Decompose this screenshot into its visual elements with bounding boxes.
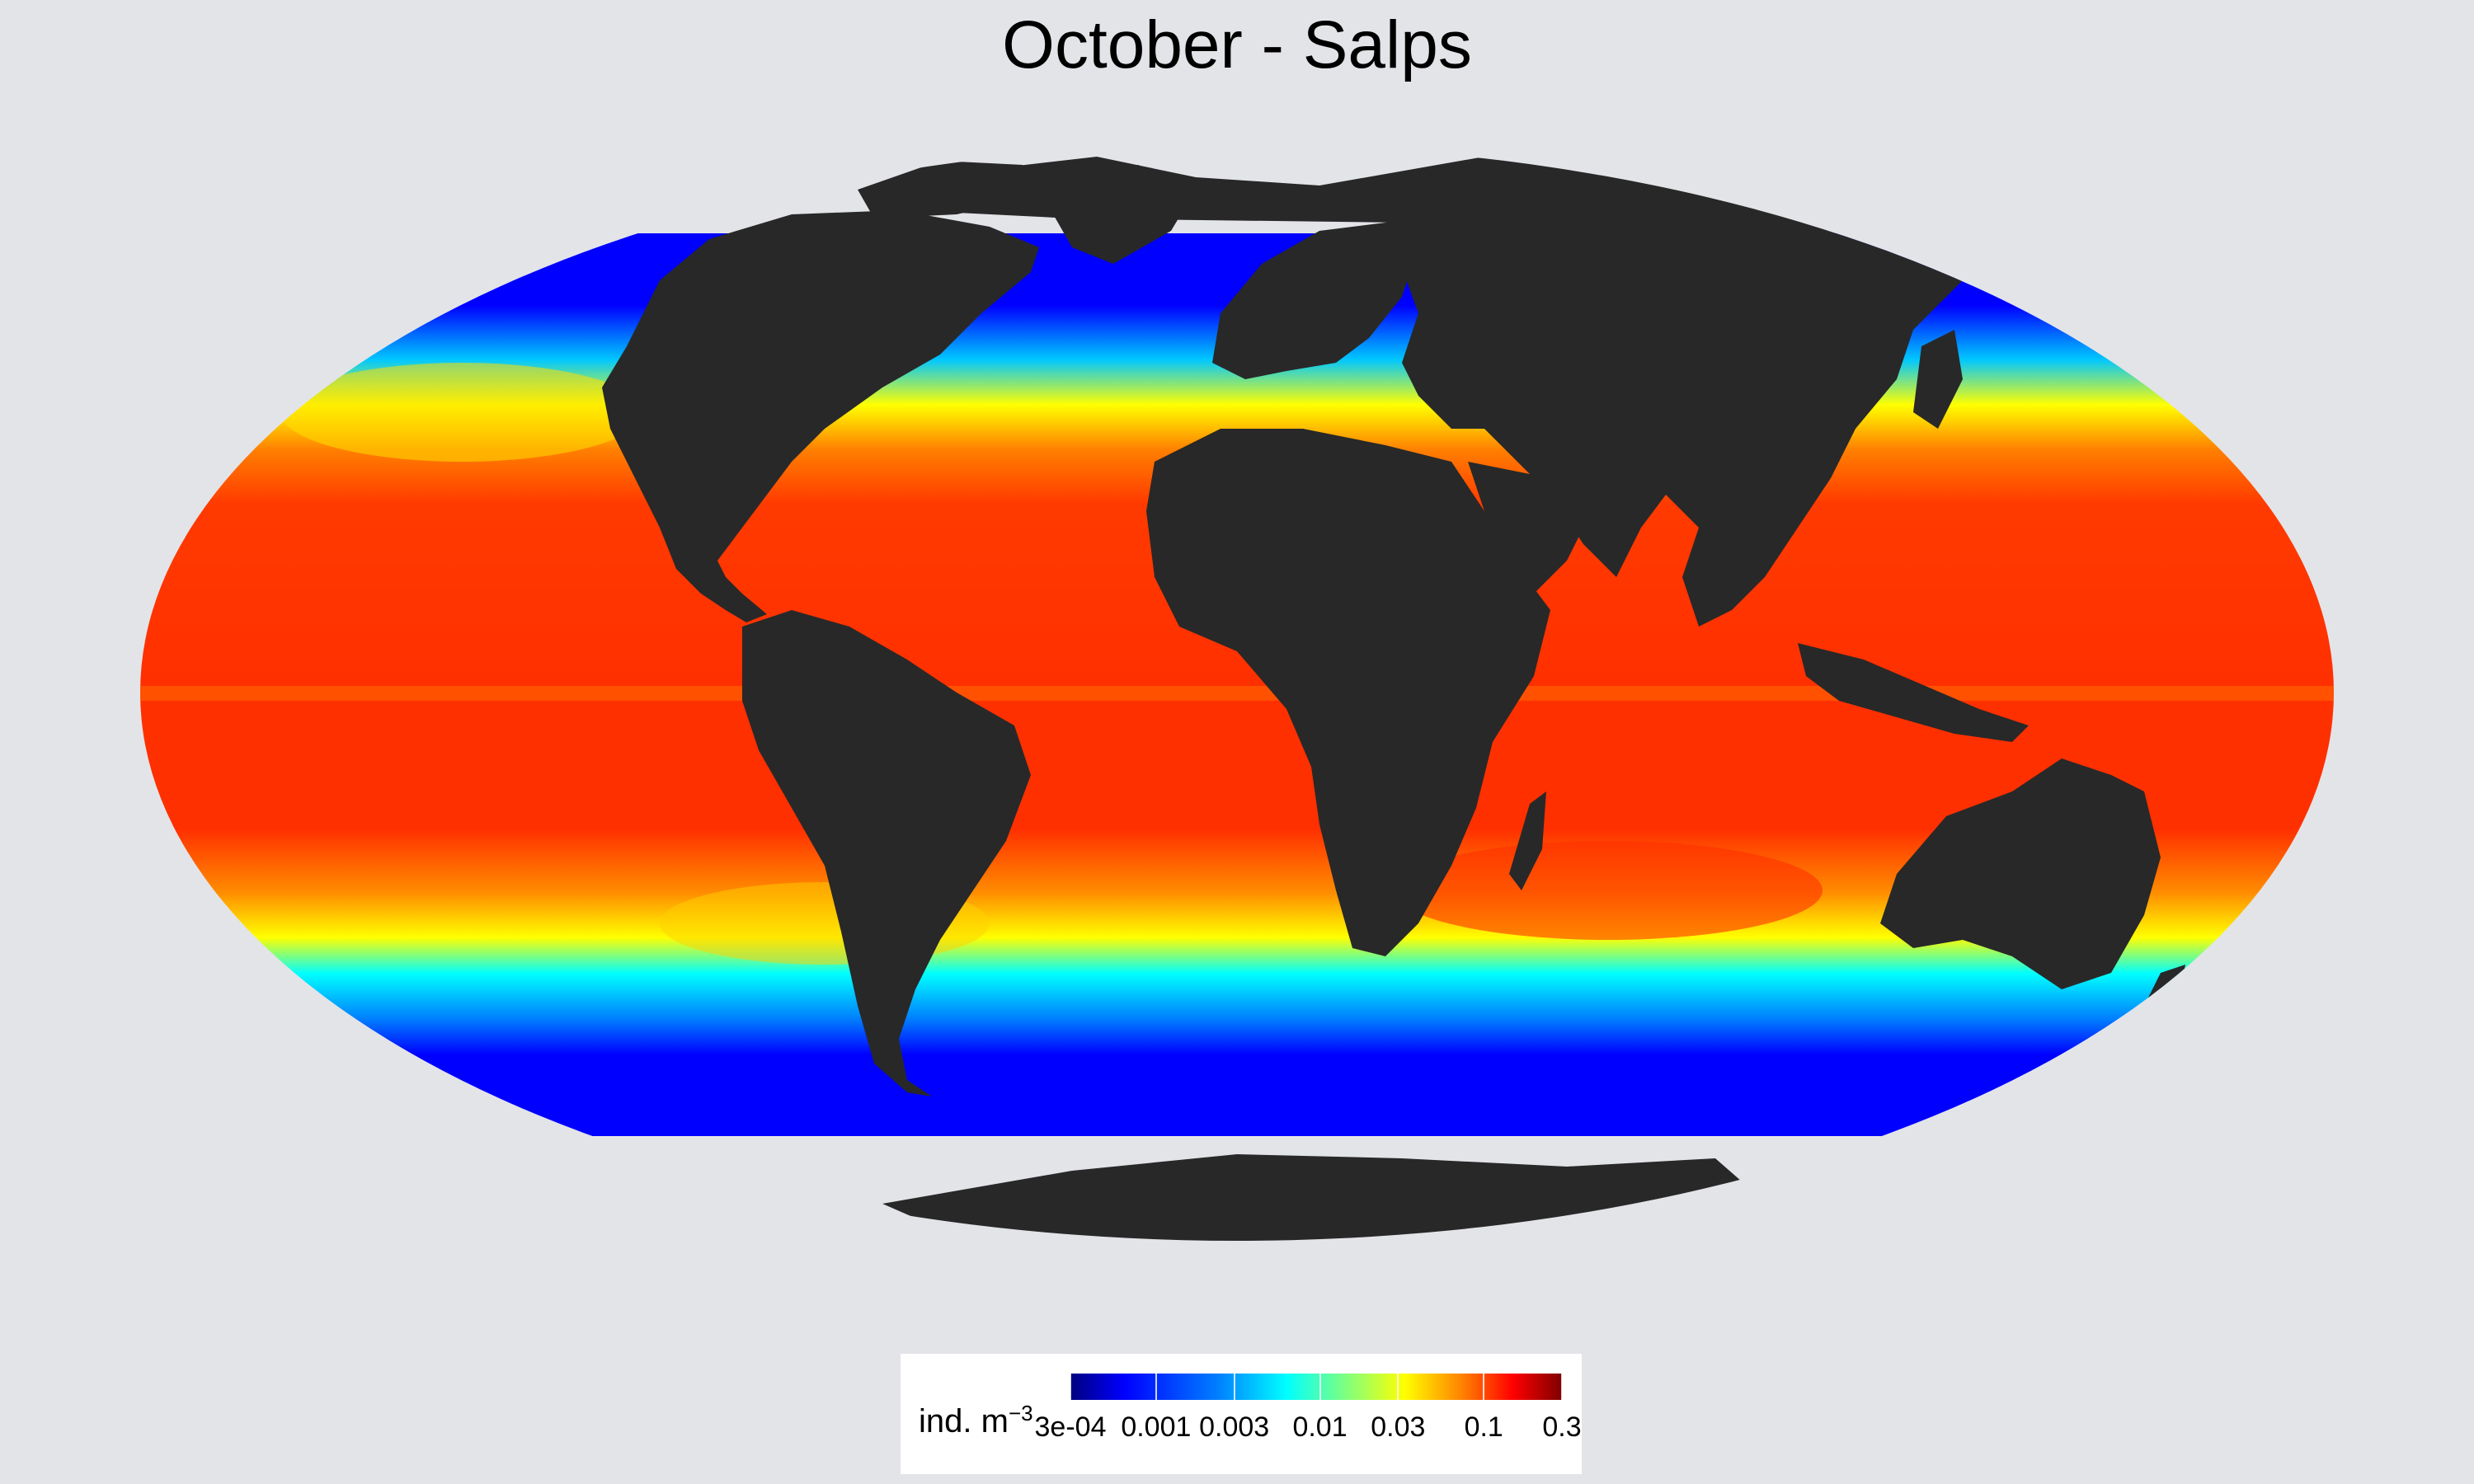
colorbar-tick-label: 0.001: [1121, 1411, 1192, 1443]
japan-land: [1913, 330, 1963, 429]
asia-land: [1385, 173, 1979, 627]
legend-unit-text: ind. m: [919, 1403, 1009, 1439]
colorbar-tick-label: 0.01: [1292, 1411, 1348, 1443]
colorbar-legend: ind. m−3 3e-04 0.001 0.003 0.01 0.03 0.1 0.3: [901, 1354, 1582, 1474]
north-pacific-yellow-patch: [280, 363, 643, 462]
australia-land: [1880, 758, 2161, 989]
colorbar-tick-label: 3e-04: [1034, 1411, 1107, 1443]
madagascar-land: [1509, 791, 1546, 890]
colorbar-tick-mark: [1397, 1374, 1399, 1400]
legend-unit-exponent: −3: [1008, 1401, 1033, 1425]
north-america-land: [602, 210, 1039, 622]
equator-band: [140, 686, 2334, 701]
colorbar-tick-label: 0.03: [1371, 1411, 1426, 1443]
legend-title: ind. m−3: [919, 1401, 1033, 1440]
europe-land: [1212, 223, 1418, 379]
colorbar-tick-mark: [1070, 1374, 1071, 1400]
arabia-land: [1468, 462, 1592, 594]
colorbar-tick-mark: [1561, 1374, 1563, 1400]
colorbar-tick-mark: [1319, 1374, 1321, 1400]
colorbar-tick-label: 0.003: [1199, 1411, 1270, 1443]
colorbar-tick-mark: [1155, 1374, 1157, 1400]
map-title: October - Salps: [1002, 7, 1472, 82]
colorbar-tick-label: 0.1: [1464, 1411, 1503, 1443]
south-america-land: [742, 610, 1031, 1097]
southeast-asia-islands-land: [1798, 643, 2029, 742]
colorbar-tick-label: 0.3: [1542, 1411, 1582, 1443]
colorbar-tick-mark: [1483, 1374, 1485, 1400]
colorbar-gradient: [1070, 1374, 1562, 1400]
africa-land: [1146, 429, 1550, 956]
south-indian-red-patch: [1394, 841, 1823, 940]
colorbar-tick-mark: [1233, 1374, 1235, 1400]
